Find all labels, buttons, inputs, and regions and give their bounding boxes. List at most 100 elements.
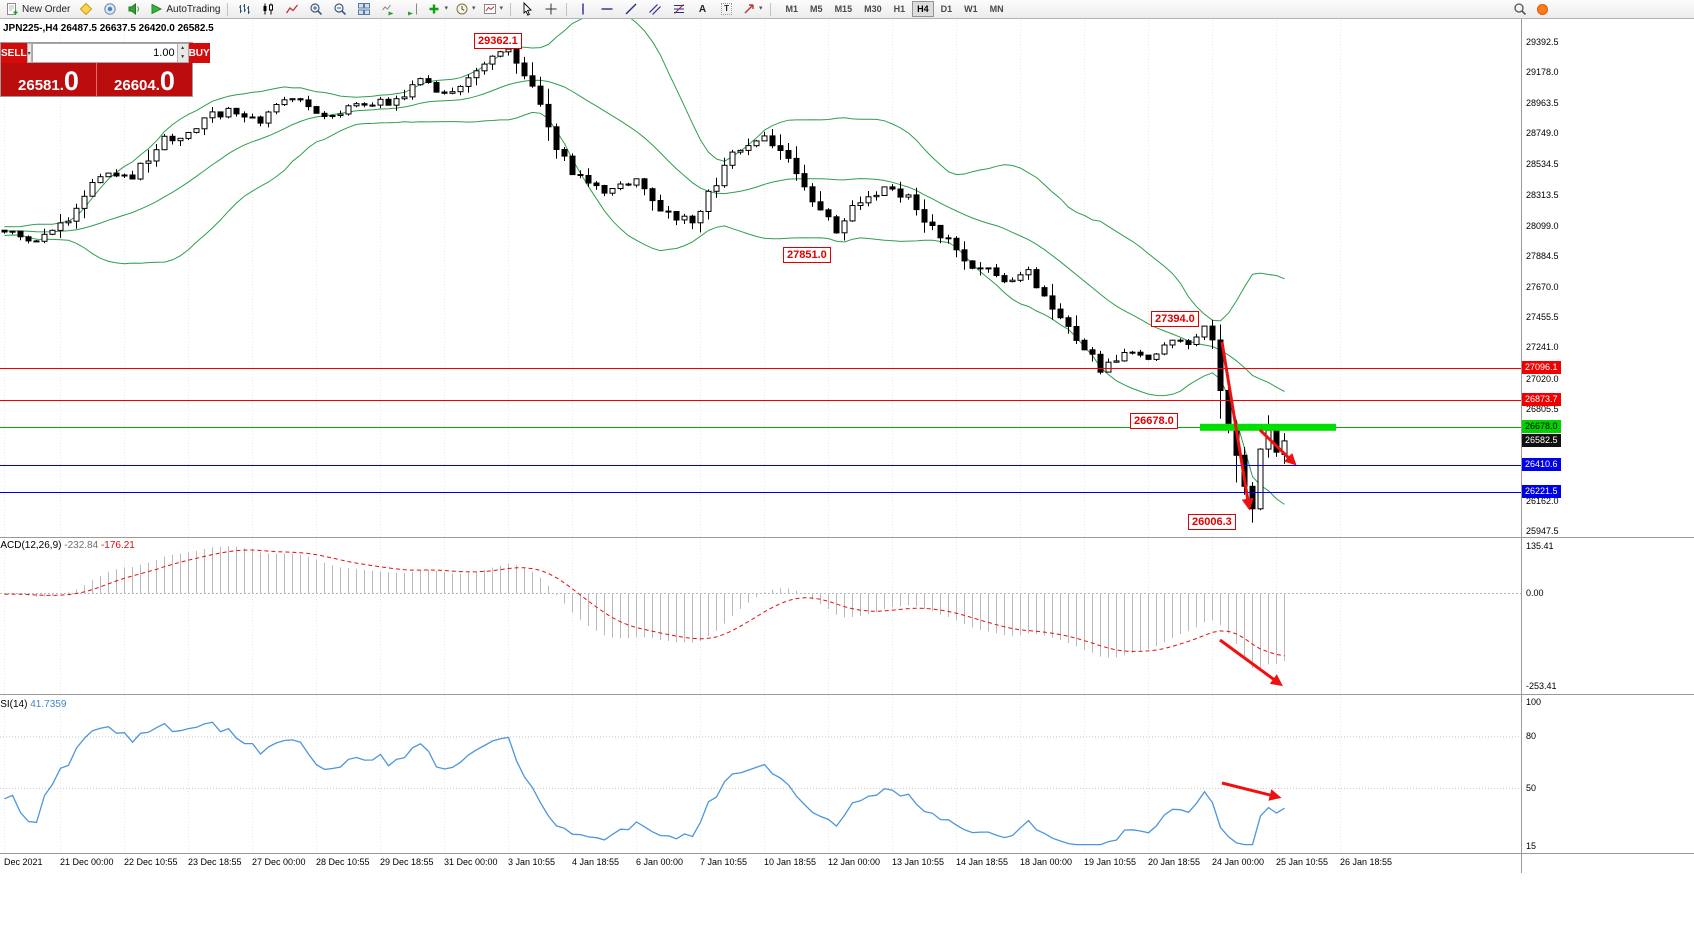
rsi-axis-label: 50: [1526, 783, 1537, 793]
spinner-up-icon[interactable]: ▲: [177, 44, 188, 53]
panel-separator[interactable]: [0, 853, 1694, 854]
price-line-badge: 26410.6: [1522, 458, 1561, 472]
trend-arrow-1[interactable]: [1220, 341, 1254, 511]
volume-input[interactable]: [32, 44, 177, 62]
time-label: 3 Jan 10:55: [508, 857, 556, 867]
timeframe-h1[interactable]: H1: [893, 4, 906, 14]
equidistant-channel-icon: [648, 4, 661, 15]
new-order-icon: [7, 3, 18, 15]
metaeditor-button[interactable]: [74, 1, 97, 18]
price-annotation[interactable]: 29362.1: [474, 33, 522, 49]
arrows-tool[interactable]: ▾: [739, 1, 766, 18]
macd-signal-value: -176.21: [100, 540, 135, 551]
time-label: 29 Dec 18:55: [380, 857, 434, 867]
toolbar-right-cluster: [1513, 2, 1548, 16]
time-label: 4 Jan 18:55: [572, 857, 620, 867]
cursor-button[interactable]: [515, 1, 538, 18]
crosshair-icon: [545, 3, 557, 15]
macd-axis-label: 0.00: [1526, 588, 1544, 598]
price-tick: 27020.0: [1526, 373, 1559, 384]
price-tick: 29178.0: [1526, 67, 1559, 78]
vertical-line-tool[interactable]: [571, 1, 594, 18]
timeframe-d1[interactable]: D1: [940, 4, 953, 14]
price-tick: 28313.5: [1526, 190, 1559, 201]
macd-axis-label: 135.41: [1526, 541, 1554, 551]
timeframe-h4[interactable]: H4: [912, 1, 934, 17]
timeframe-m1[interactable]: M1: [785, 4, 799, 14]
expert-advisors-icon: [104, 3, 116, 15]
price-annotation[interactable]: 26678.0: [1130, 413, 1178, 429]
buy-button[interactable]: BUY: [188, 43, 210, 63]
trend-arrow-2[interactable]: [1258, 428, 1297, 466]
chart-shift-button[interactable]: [400, 1, 423, 18]
spinner-down-icon[interactable]: ▼: [177, 53, 188, 62]
price-tick: 28963.5: [1526, 97, 1559, 108]
line-chart-icon: [285, 4, 298, 14]
chevron-down-icon: ▾: [471, 5, 476, 12]
chevron-down-icon: ▾: [444, 5, 448, 12]
price-annotation[interactable]: 27394.0: [1151, 311, 1199, 327]
time-label: 27 Dec 00:00: [252, 857, 306, 867]
buy-price-main: 26604.: [114, 77, 160, 94]
buy-price-big-digit: 0: [159, 66, 175, 97]
text-tool[interactable]: A: [691, 1, 714, 18]
time-label: 19 Jan 10:55: [1084, 857, 1137, 867]
indicators-button[interactable]: ▾: [424, 1, 451, 18]
auto-scroll-button[interactable]: [376, 1, 399, 18]
expert-advisors-button[interactable]: [98, 1, 121, 18]
bollinger-upper: [4, 10, 1285, 322]
new-order-button[interactable]: New Order: [2, 1, 73, 18]
panel-separator[interactable]: [0, 694, 1694, 695]
rsi-arrow[interactable]: [1221, 781, 1282, 801]
timeframe-m30[interactable]: M30: [864, 4, 882, 14]
bar-chart-button[interactable]: [232, 1, 255, 18]
price-line-badge: 26873.7: [1522, 392, 1561, 406]
fibonacci-tool[interactable]: [667, 1, 690, 18]
timeframe-m15[interactable]: M15: [834, 4, 853, 14]
chevron-down-icon: ▾: [27, 50, 31, 57]
sounds-button[interactable]: [122, 1, 145, 18]
sell-price[interactable]: 26581. 0: [1, 63, 96, 96]
toolbar-separator: [227, 2, 229, 16]
search-icon[interactable]: [1513, 2, 1527, 16]
text-label-tool[interactable]: T: [715, 1, 738, 18]
macd-signal-line: [4, 549, 1285, 657]
rsi-value: 41.7359: [30, 699, 67, 710]
line-chart-button[interactable]: [280, 1, 303, 18]
price-line-badge: 26582.5: [1522, 433, 1561, 447]
channel-tool[interactable]: [643, 1, 666, 18]
panel-separator[interactable]: [0, 537, 1694, 538]
volume-dropdown[interactable]: ▾: [26, 43, 32, 63]
time-label: 28 Dec 10:55: [316, 857, 370, 867]
macd-arrow[interactable]: [1219, 638, 1283, 687]
support-zone-highlight[interactable]: [1200, 423, 1336, 431]
horizontal-line-tool[interactable]: [595, 1, 618, 18]
periods-button[interactable]: ▾: [452, 1, 479, 18]
trendline-tool[interactable]: [619, 1, 642, 18]
templates-button[interactable]: ▾: [480, 1, 507, 18]
zoom-in-button[interactable]: [304, 1, 327, 18]
crosshair-button[interactable]: [539, 1, 562, 18]
notification-dot[interactable]: [1537, 3, 1548, 15]
timeframe-group: M1 M5 M15 M30 H1 H4 D1 W1 MN: [781, 1, 1009, 17]
timeframe-m5[interactable]: M5: [810, 4, 823, 14]
timeframe-w1[interactable]: W1: [964, 4, 978, 14]
tile-windows-button[interactable]: [352, 1, 375, 18]
price-tick: 25947.5: [1526, 526, 1559, 537]
time-label: 20 Jan 18:55: [1148, 857, 1201, 867]
time-label: 22 Dec 10:55: [124, 857, 178, 867]
trendline-icon: [625, 3, 637, 15]
time-label: 26 Jan 18:55: [1340, 857, 1393, 867]
candlestick-chart-icon: [263, 3, 273, 15]
zoom-out-button[interactable]: [328, 1, 351, 18]
sell-button[interactable]: SELL: [1, 43, 27, 63]
price-annotation[interactable]: 26006.3: [1188, 514, 1236, 530]
price-annotation[interactable]: 27851.0: [783, 247, 831, 263]
rsi-axis-label: 80: [1526, 731, 1537, 741]
buy-price[interactable]: 26604. 0: [96, 63, 192, 96]
timeframe-mn[interactable]: MN: [989, 4, 1004, 14]
autotrading-button[interactable]: AutoTrading: [146, 1, 223, 18]
candlestick-chart-button[interactable]: [256, 1, 279, 18]
clock-icon: [456, 3, 468, 15]
